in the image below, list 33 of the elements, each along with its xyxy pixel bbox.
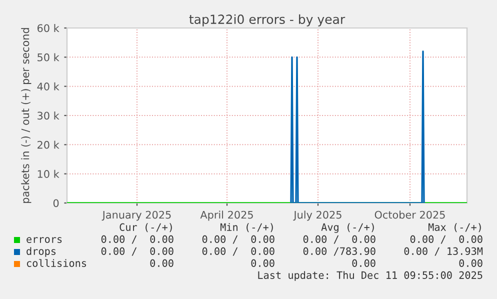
- text: 0.00 / 0.00: [202, 247, 274, 256]
- text: 0.00: [251, 259, 274, 267]
- x-tick-label: July 2025: [293, 210, 342, 221]
- text: 0.00: [459, 259, 482, 267]
- x-tick-label: October 2025: [374, 210, 445, 219]
- text: 0.00: [150, 259, 174, 267]
- text: 0.00 / 0.00: [410, 235, 482, 244]
- y-tick-label: 20 k: [38, 140, 60, 149]
- legend-label: collisions: [26, 259, 86, 267]
- legend-label: drops: [26, 247, 56, 257]
- text: Avg (-/+): [321, 223, 374, 233]
- text: 0.00: [352, 259, 376, 267]
- y-tick-label: 50 k: [38, 53, 60, 62]
- text: 0.00 / 13.93M: [404, 247, 483, 256]
- y-tick-label: 30 k: [38, 112, 60, 120]
- text: Last update: Thu Dec 11 09:55:00 2025: [258, 271, 482, 281]
- x-tick-label: April 2025: [200, 210, 253, 221]
- y-tick-label: 10 k: [38, 170, 60, 178]
- text: 0.00 / 0.00: [101, 247, 174, 256]
- y-axis-title: packets in (-) / out (+) per second: [21, 28, 32, 203]
- y-tick-label: 0: [53, 199, 59, 208]
- text: Max (-/+): [428, 223, 481, 232]
- text: 0.00 / 0.00: [202, 235, 274, 244]
- text: 0.00 / 0.00: [303, 235, 376, 244]
- text: 0.00 /783.90: [303, 247, 376, 256]
- text: Cur (-/+): [120, 223, 172, 232]
- text: 0.00 / 0.00: [101, 235, 174, 244]
- chart-title: tap122i0 errors - by year: [189, 14, 346, 26]
- y-tick-label: 40 k: [37, 82, 60, 90]
- text: Min (-/+): [220, 223, 273, 232]
- legend-label: errors: [26, 237, 62, 243]
- x-tick-label: January 2025: [102, 210, 171, 221]
- y-tick-label: 60 k: [37, 24, 60, 32]
